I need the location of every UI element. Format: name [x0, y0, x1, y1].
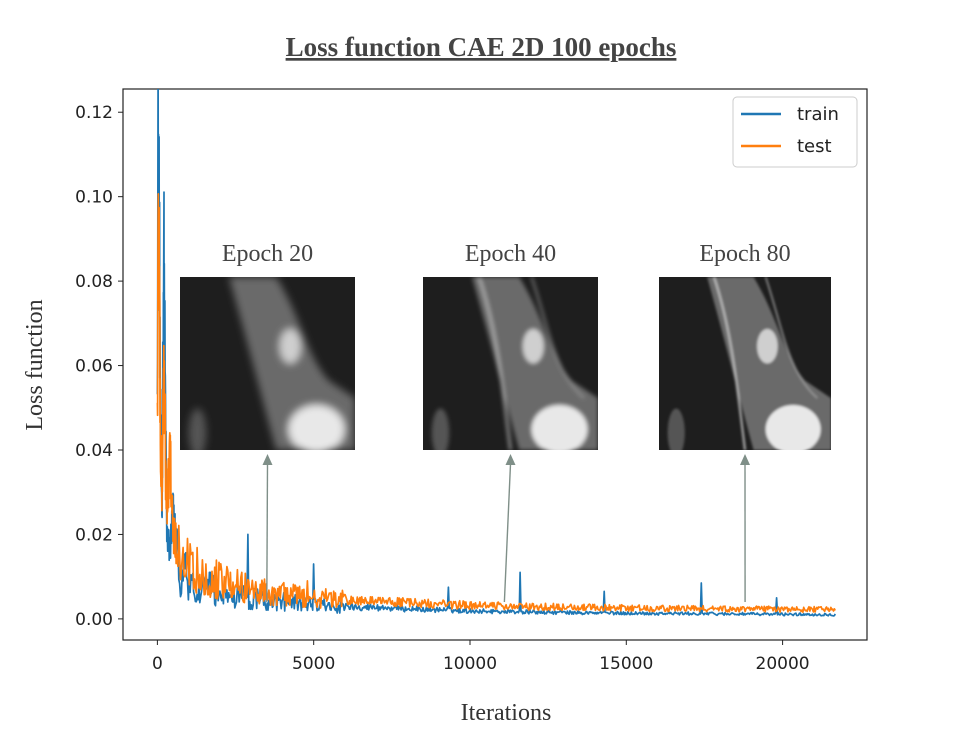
x-tick-label: 0	[152, 654, 163, 674]
x-tick-label: 10000	[443, 654, 497, 674]
inset-arrow-head	[505, 454, 516, 465]
y-tick-label: 0.08	[75, 272, 113, 292]
x-axis-label: Iterations	[461, 700, 552, 726]
x-tick-label: 5000	[292, 654, 335, 674]
inset-epoch-2: Epoch 40	[423, 241, 598, 603]
series-layer	[156, 89, 836, 617]
legend-test-label: test	[797, 136, 832, 157]
inset-images: Epoch 20 Epoch 40 Epoch 80	[180, 241, 831, 603]
y-tick-label: 0.06	[75, 357, 113, 377]
inset-label: Epoch 40	[465, 241, 556, 267]
series-line-test	[156, 192, 836, 614]
chart-title: Loss function CAE 2D 100 epochs	[286, 32, 677, 62]
y-tick-label: 0.00	[75, 610, 113, 630]
inset-epoch-3: Epoch 80	[659, 241, 831, 603]
inset-image	[423, 277, 598, 450]
y-tick-label: 0.04	[75, 441, 113, 461]
x-tick-label: 20000	[756, 654, 810, 674]
y-tick-label: 0.10	[75, 188, 113, 208]
inset-image	[659, 277, 831, 450]
inset-epoch-1: Epoch 20	[180, 241, 355, 603]
inset-arrow	[266, 463, 269, 603]
x-axis-ticks: 0 5000 10000 15000 20000	[152, 640, 810, 674]
x-tick-label: 15000	[599, 654, 653, 674]
inset-arrow	[503, 463, 512, 603]
y-axis-label: Loss function	[22, 299, 48, 430]
inset-image	[180, 277, 355, 450]
y-tick-label: 0.02	[75, 525, 113, 545]
legend-train-label: train	[797, 104, 839, 125]
y-tick-label: 0.12	[75, 103, 113, 123]
inset-label: Epoch 20	[222, 241, 313, 267]
y-axis-ticks: 0.00 0.02 0.04 0.06 0.08 0.10 0.12	[75, 103, 123, 630]
inset-arrow-head	[262, 454, 273, 465]
inset-label: Epoch 80	[699, 241, 790, 267]
legend: train test	[732, 96, 858, 168]
inset-arrow-head	[740, 454, 750, 465]
